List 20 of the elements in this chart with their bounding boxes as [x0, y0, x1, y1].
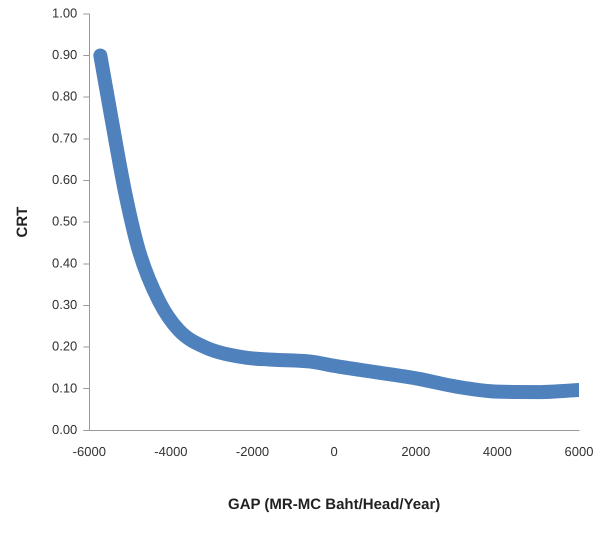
x-tick-label: -2000: [236, 444, 270, 459]
y-tick-label: 0.40: [52, 255, 78, 270]
y-tick-label: 0.80: [52, 88, 78, 104]
y-tick-label: 0.10: [52, 380, 78, 396]
x-tick-label: -6000: [72, 444, 106, 459]
x-tick-label: 2000: [401, 444, 430, 459]
x-tick-label: 4000: [482, 444, 512, 459]
y-tick-label: 0.00: [52, 422, 78, 437]
y-tick-label: 0.90: [52, 47, 78, 62]
y-tick-label: 0.30: [52, 297, 78, 312]
x-tick-label: 6000: [564, 444, 594, 459]
y-tick-label: 0.60: [52, 172, 78, 188]
y-tick-label: 0.20: [52, 338, 78, 354]
x-axis-title: GAP (MR-MC Baht/Head/Year): [228, 496, 440, 514]
y-tick-label: 0.50: [52, 214, 78, 229]
y-tick-label: 0.70: [52, 130, 78, 146]
x-tick-label: 0: [330, 444, 338, 459]
y-tick-label: 1.00: [52, 5, 78, 20]
y-axis-title: CRT: [14, 206, 32, 238]
x-tick-label: -4000: [154, 444, 188, 459]
